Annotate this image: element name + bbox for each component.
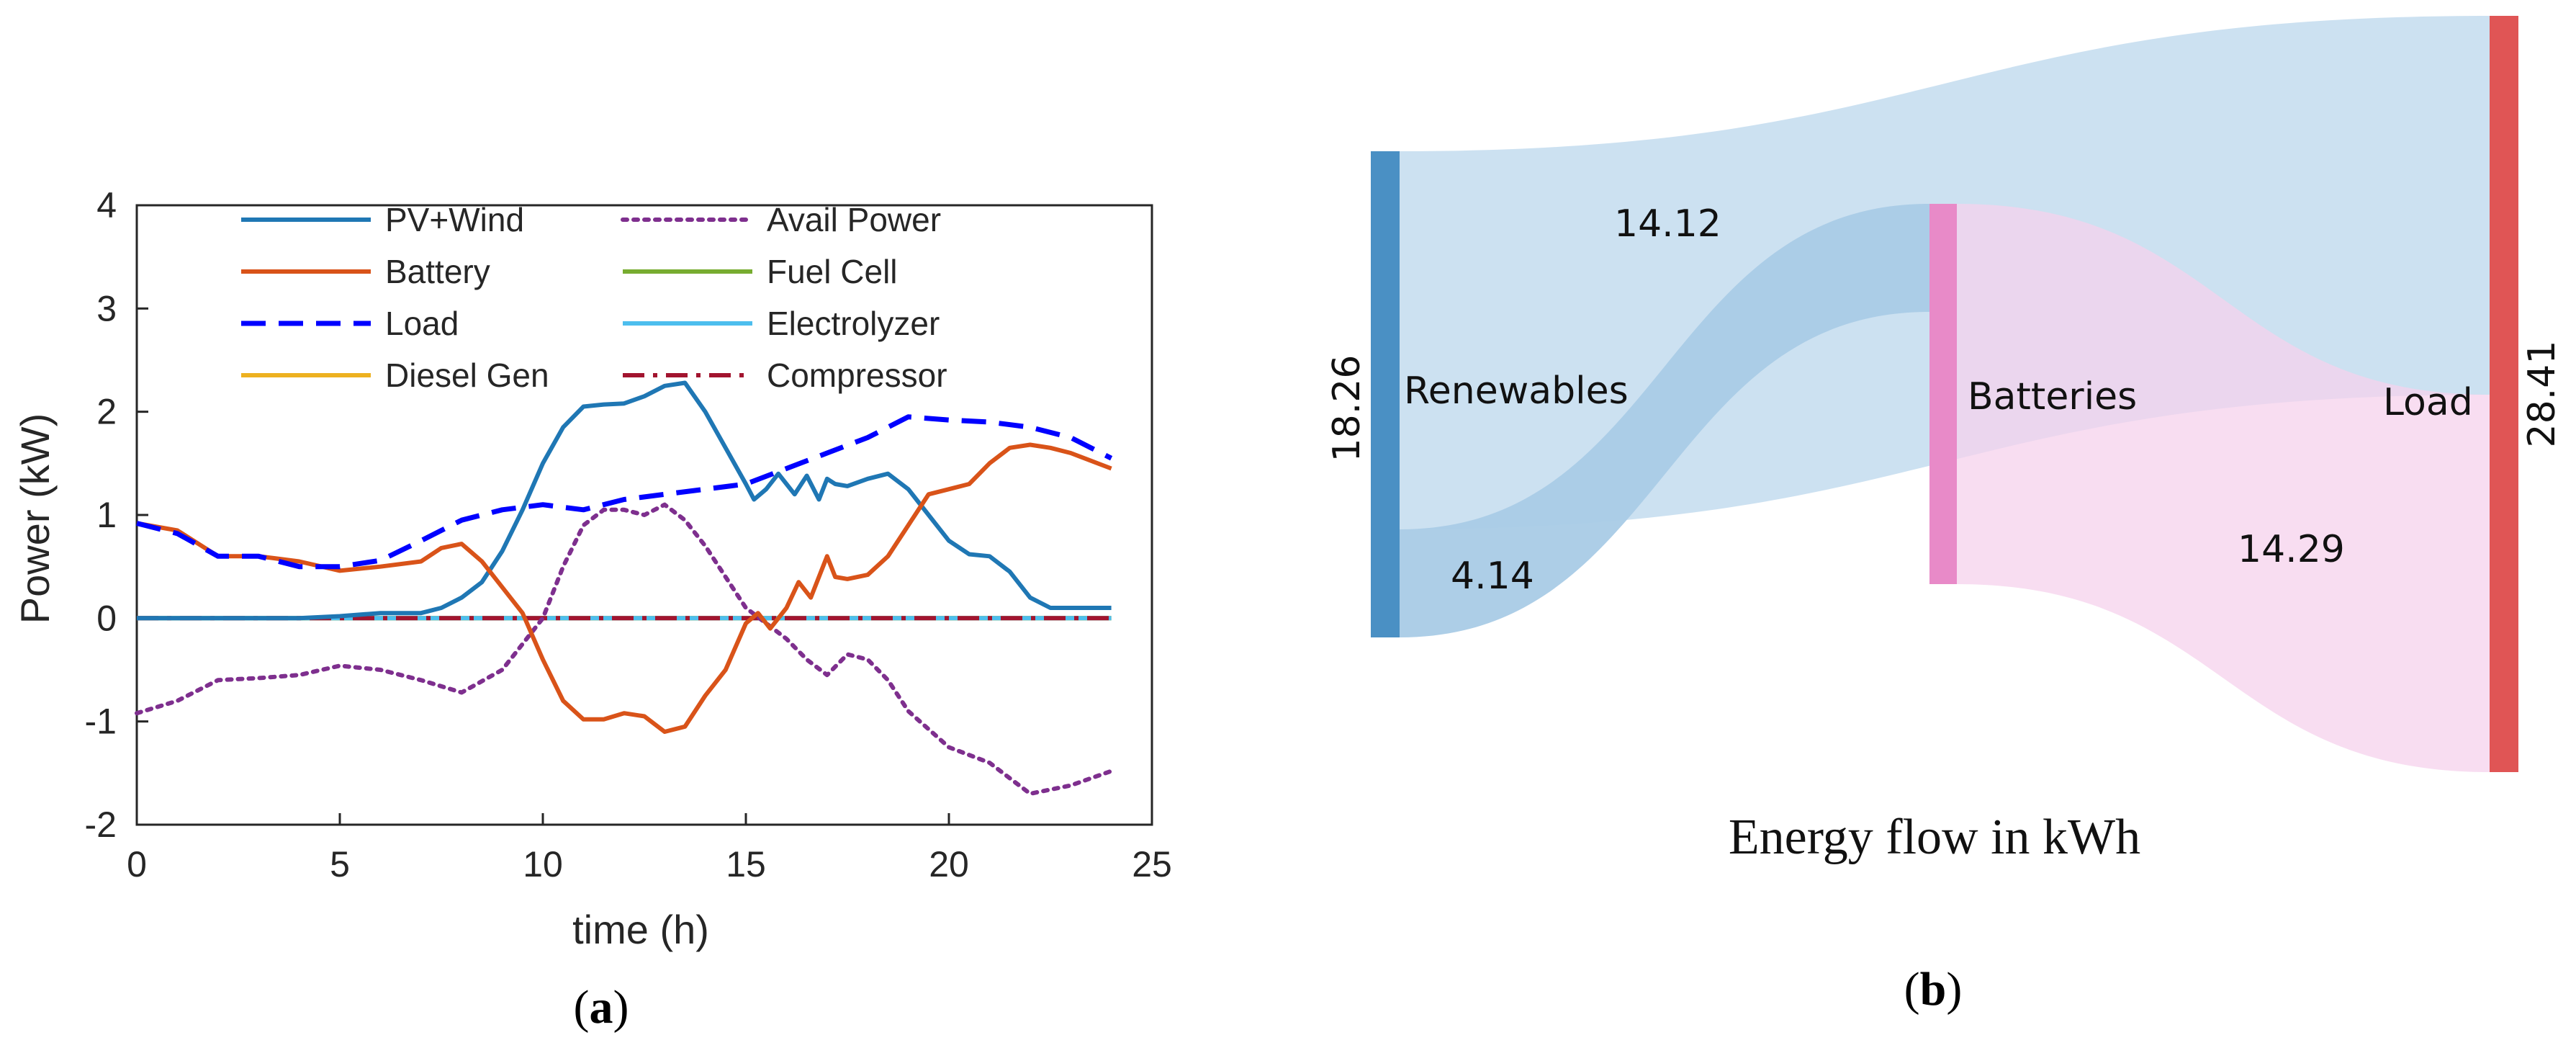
sankey-node-renewables <box>1371 151 1400 637</box>
chart-a-caption: (a) <box>574 981 629 1034</box>
series-line-pv-wind <box>137 380 1112 621</box>
sankey-link-label-batteries-load: 14.29 <box>2238 528 2345 571</box>
chart-a: 0 5 10 15 20 25 -2 -1 0 1 2 3 4 PV+Wind Battery Load D… <box>12 185 1172 1034</box>
chart-b-caption-letter: b <box>1920 963 1947 1016</box>
chart-b-title: Energy flow in kWh <box>1729 810 2140 865</box>
sankey-node-label-renewables: Renewables <box>1404 369 1629 413</box>
chart-a-caption-letter: a <box>590 981 613 1034</box>
sankey-node-value-renewables: 18.26 <box>1325 355 1369 462</box>
x-tick-label: 25 <box>1132 844 1172 884</box>
legend-label: Diesel Gen <box>385 357 549 394</box>
series-line-battery <box>136 442 1112 734</box>
y-tick-label: -1 <box>85 702 117 742</box>
x-tick-label: 10 <box>523 844 563 884</box>
chart-a-y-axis-title: Power (kW) <box>12 413 58 624</box>
legend-label: PV+Wind <box>385 201 524 238</box>
x-tick-label: 5 <box>330 844 350 884</box>
legend-label: Compressor <box>767 357 947 394</box>
chart-b-links <box>1400 16 2490 772</box>
x-tick-label: 20 <box>929 844 969 884</box>
y-tick-label: 1 <box>96 495 117 535</box>
sankey-link-batteries-to-load <box>1957 204 2490 772</box>
chart-a-series-group <box>135 380 1114 796</box>
sankey-link-renewables-to-load <box>1400 16 2490 529</box>
chart-b-caption: (b) <box>1904 963 1963 1016</box>
sankey-node-label-batteries: Batteries <box>1968 375 2137 418</box>
chart-a-legend: PV+Wind Battery Load Diesel Gen Avail Power F… <box>241 201 947 394</box>
y-tick-label: 0 <box>96 598 117 638</box>
legend-label: Fuel Cell <box>767 253 898 290</box>
series-line-avail-power <box>135 502 1114 796</box>
legend-label: Battery <box>385 253 490 290</box>
legend-label: Avail Power <box>767 201 941 238</box>
chart-a-y-ticks: -2 -1 0 1 2 3 4 <box>85 185 148 845</box>
y-tick-label: 3 <box>96 288 117 328</box>
sankey-node-batteries <box>1929 204 1957 584</box>
sankey-node-load <box>2490 16 2518 772</box>
sankey-link-label-renewables-load: 14.12 <box>1614 202 1721 246</box>
y-tick-label: 2 <box>96 392 117 432</box>
chart-a-x-axis-title: time (h) <box>572 907 709 952</box>
x-tick-label: 15 <box>726 844 766 884</box>
legend-label: Electrolyzer <box>767 305 940 342</box>
sankey-node-label-load: Load <box>2383 381 2473 424</box>
legend-label: Load <box>385 305 459 342</box>
series-line-load <box>136 414 1113 570</box>
chart-a-x-ticks: 0 5 10 15 20 25 <box>127 813 1172 884</box>
y-tick-label: 4 <box>96 185 117 225</box>
x-tick-label: 0 <box>127 844 147 884</box>
y-tick-label: -2 <box>85 805 117 845</box>
sankey-node-value-load: 28.41 <box>2521 341 2564 448</box>
sankey-link-label-renewables-batteries: 4.14 <box>1451 555 1534 598</box>
sankey-link-renewables-to-batteries <box>1400 204 1929 637</box>
